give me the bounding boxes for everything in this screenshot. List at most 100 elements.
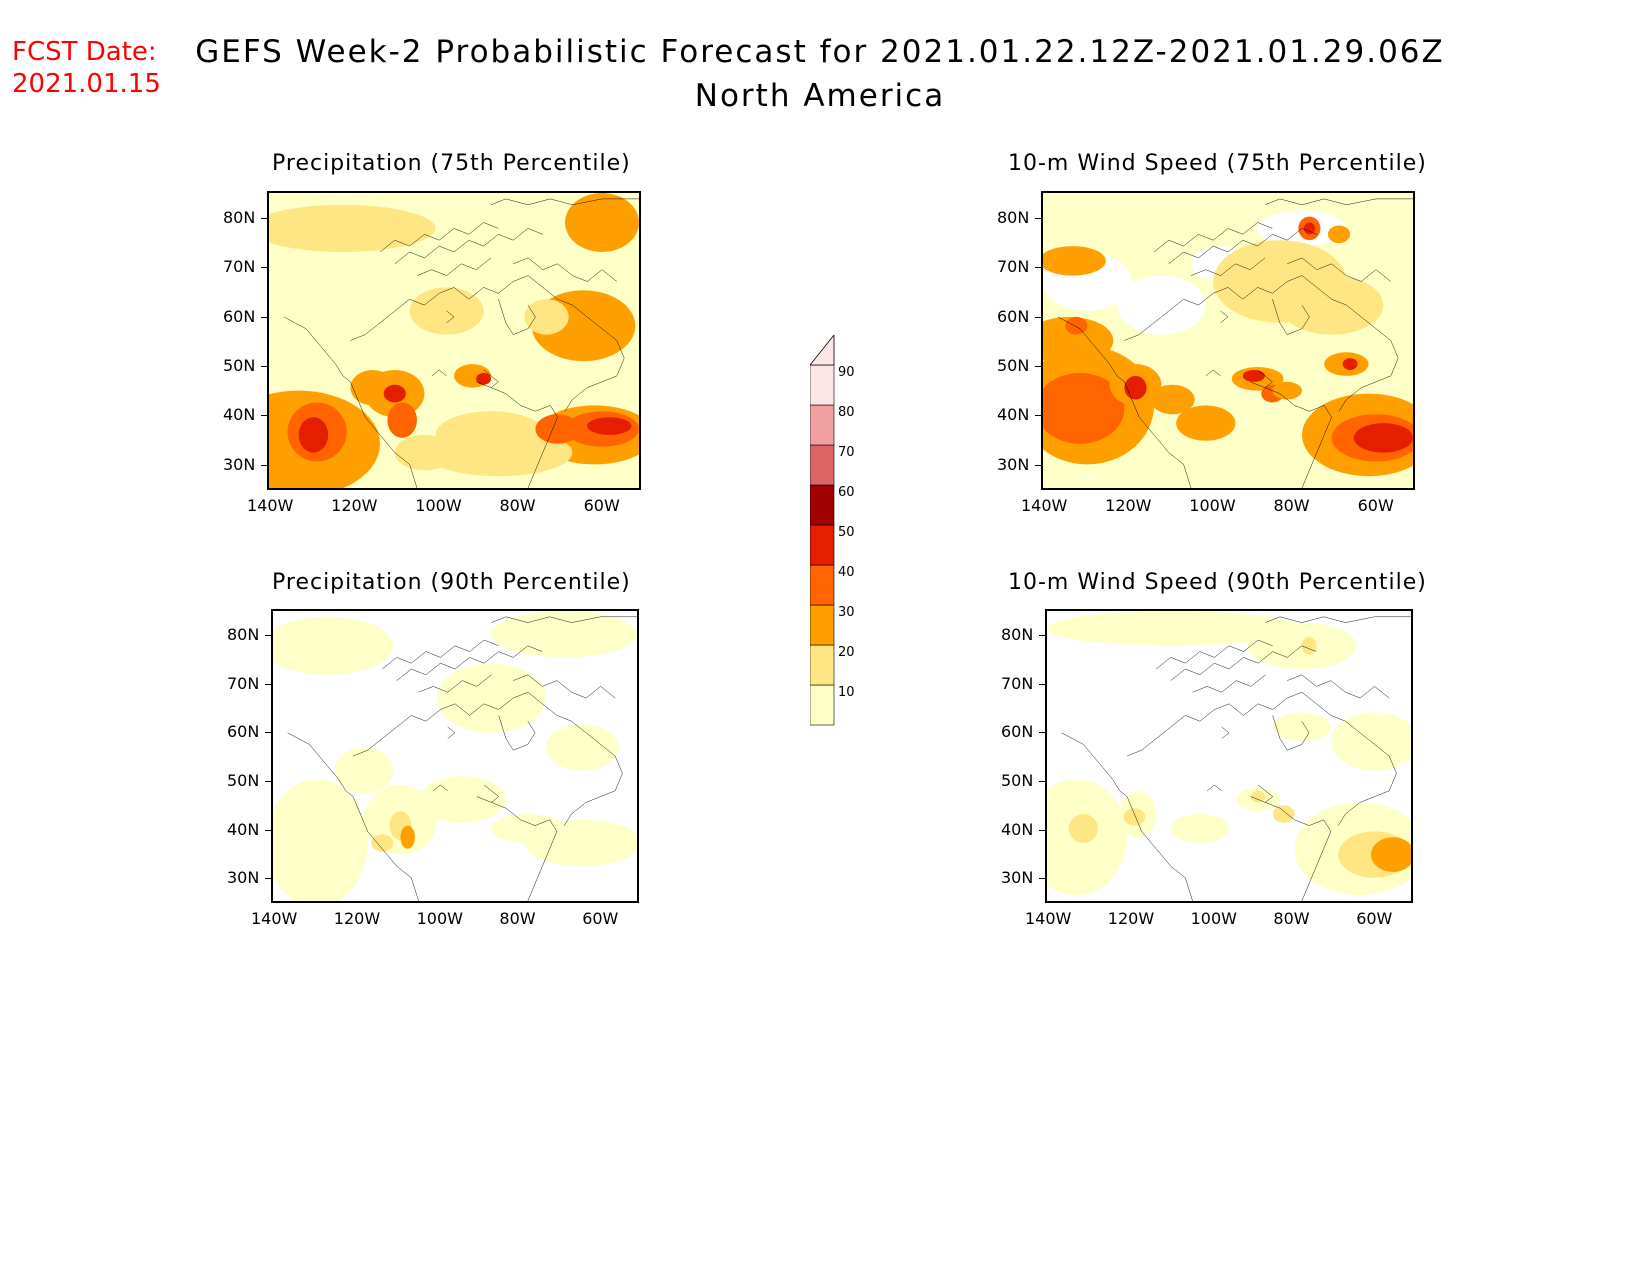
coastline bbox=[1251, 785, 1273, 802]
colorbar-swatch bbox=[809, 604, 835, 646]
probability-shade bbox=[334, 747, 394, 794]
probability-shade bbox=[1117, 275, 1206, 335]
coastline bbox=[1169, 276, 1398, 359]
forecast-date-value: 2021.01.15 bbox=[12, 69, 161, 99]
probability-shade bbox=[1124, 375, 1147, 400]
probability-shade bbox=[1242, 370, 1265, 382]
coastline bbox=[448, 727, 455, 739]
lat-tick-label: 80N bbox=[997, 207, 1030, 227]
map-wind-75 bbox=[1041, 191, 1415, 490]
coastline bbox=[1124, 311, 1168, 341]
coastline bbox=[491, 617, 637, 623]
lat-tick-mark bbox=[1039, 683, 1045, 685]
map-precip-90 bbox=[271, 609, 639, 903]
coastline bbox=[1339, 358, 1398, 411]
colorbar-swatch bbox=[809, 484, 835, 526]
probability-shade bbox=[1303, 222, 1315, 235]
probability-shade bbox=[273, 616, 394, 675]
probability-shade bbox=[273, 779, 368, 901]
lat-tick-mark bbox=[1039, 732, 1045, 734]
lat-tick-label: 50N bbox=[227, 770, 260, 790]
lat-tick-label: 80N bbox=[227, 625, 260, 645]
lat-tick-mark bbox=[261, 415, 267, 417]
coastline bbox=[447, 311, 454, 323]
lon-tick-label: 100W bbox=[416, 909, 463, 928]
probability-shade bbox=[535, 414, 580, 444]
lon-tick-label: 80W bbox=[1273, 909, 1310, 928]
probability-shade bbox=[269, 204, 436, 252]
coastline bbox=[1156, 640, 1272, 669]
panel-title-precip-75: Precipitation (75th Percentile) bbox=[272, 151, 631, 176]
colorbar-swatch bbox=[809, 364, 835, 406]
coastline bbox=[1265, 802, 1331, 901]
probability-shade bbox=[1327, 225, 1351, 244]
probability-shade bbox=[400, 825, 415, 849]
lon-tick-label: 120W bbox=[1105, 496, 1152, 515]
coastline bbox=[380, 223, 498, 253]
probability-shade bbox=[1272, 805, 1295, 823]
figure-title-block: GEFS Week-2 Probabilistic Forecast for 2… bbox=[150, 30, 1490, 118]
probability-shade bbox=[1123, 808, 1146, 826]
forecast-date-label: FCST Date: bbox=[12, 37, 157, 67]
lat-tick-mark bbox=[265, 683, 271, 685]
probability-shade bbox=[1176, 405, 1236, 441]
lat-tick-label: 40N bbox=[227, 819, 260, 839]
coastline bbox=[513, 675, 615, 698]
coastline bbox=[1338, 773, 1396, 825]
probability-shade bbox=[1301, 637, 1317, 655]
coastline bbox=[1169, 228, 1317, 263]
lat-tick-label: 80N bbox=[1001, 625, 1034, 645]
lat-tick-label: 50N bbox=[1001, 770, 1034, 790]
lat-tick-label: 60N bbox=[997, 306, 1030, 326]
colorbar-swatch bbox=[809, 684, 835, 726]
colorbar-label: 80 bbox=[838, 405, 855, 420]
probability-shade bbox=[435, 411, 547, 459]
lat-tick-label: 30N bbox=[223, 454, 256, 474]
probability-shade bbox=[1272, 712, 1331, 742]
coastline bbox=[491, 802, 557, 901]
lon-tick-label: 60W bbox=[1357, 496, 1394, 515]
lat-tick-mark bbox=[261, 464, 267, 466]
lat-tick-label: 70N bbox=[223, 257, 256, 277]
lon-tick-label: 100W bbox=[1189, 496, 1236, 515]
coastline bbox=[382, 640, 498, 669]
lat-tick-mark bbox=[265, 829, 271, 831]
lat-tick-mark bbox=[1035, 464, 1041, 466]
coastline bbox=[1206, 370, 1221, 376]
lat-tick-label: 50N bbox=[997, 355, 1030, 375]
coastline bbox=[417, 258, 491, 276]
lat-tick-mark bbox=[1039, 780, 1045, 782]
probability-shade bbox=[565, 193, 639, 252]
coastline bbox=[350, 311, 394, 341]
probability-shade bbox=[1065, 316, 1088, 335]
coastline bbox=[433, 785, 448, 791]
lat-tick-label: 30N bbox=[1001, 868, 1034, 887]
colorbar-swatch bbox=[809, 444, 835, 486]
probability-shade bbox=[298, 417, 329, 453]
coastline bbox=[498, 299, 535, 334]
coastline bbox=[1273, 715, 1309, 750]
probability-shade bbox=[387, 402, 417, 438]
lat-tick-mark bbox=[265, 780, 271, 782]
coastline bbox=[513, 258, 617, 282]
probability-shade bbox=[1043, 246, 1106, 276]
panel-title-wind-75: 10-m Wind Speed (75th Percentile) bbox=[1008, 151, 1427, 176]
colorbar-swatch bbox=[809, 524, 835, 566]
lon-tick-label: 100W bbox=[1190, 909, 1237, 928]
colorbar-swatch bbox=[809, 644, 835, 686]
coastline bbox=[491, 388, 558, 488]
colorbar: 10 20 30 40 50 60 70 80 90 bbox=[809, 333, 870, 745]
lat-tick-label: 50N bbox=[223, 355, 256, 375]
coastline bbox=[1171, 692, 1397, 773]
probability-shade bbox=[418, 776, 506, 823]
lon-tick-label: 60W bbox=[1356, 909, 1393, 928]
coastline bbox=[1062, 733, 1193, 901]
lon-tick-label: 120W bbox=[1107, 909, 1155, 928]
lat-tick-label: 70N bbox=[997, 257, 1030, 277]
lon-tick-label: 80W bbox=[499, 496, 536, 515]
map-canvas bbox=[1047, 611, 1411, 901]
lat-tick-label: 30N bbox=[227, 868, 260, 887]
coastline bbox=[397, 692, 623, 773]
lon-tick-label: 60W bbox=[582, 909, 619, 928]
panel-title-precip-90: Precipitation (90th Percentile) bbox=[272, 570, 631, 595]
